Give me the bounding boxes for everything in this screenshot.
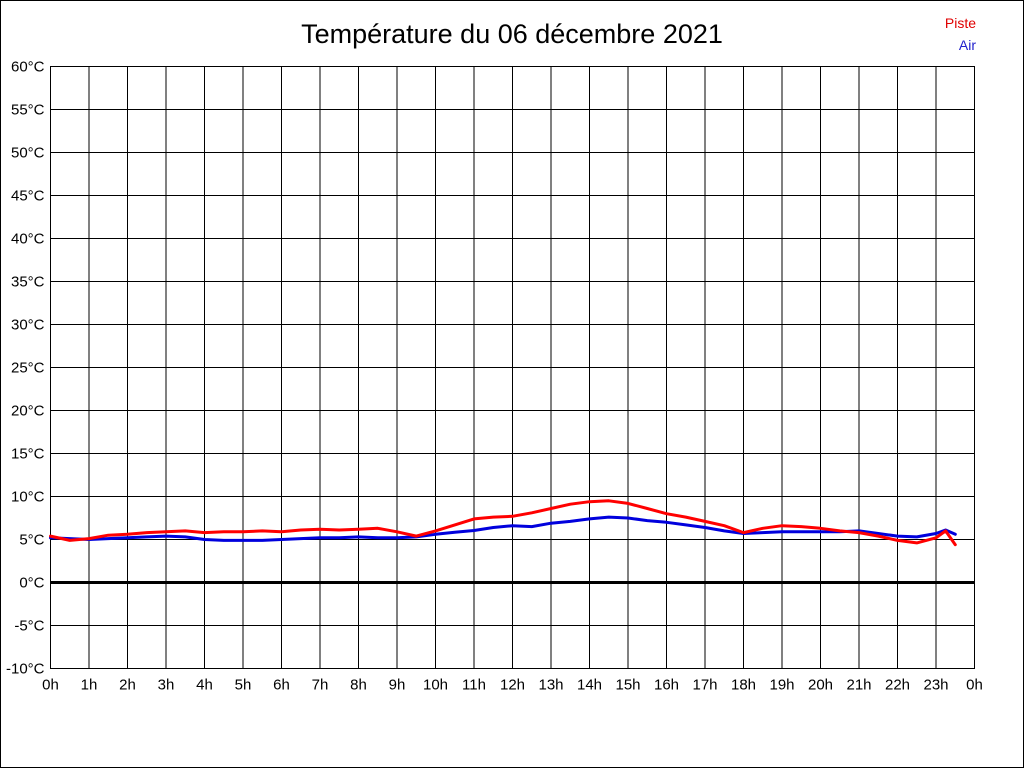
x-tick-label: 20h [808, 677, 833, 694]
y-tick-label: 15°C [11, 446, 45, 463]
x-tick-label: 1h [81, 677, 98, 694]
x-tick-label: 3h [158, 677, 175, 694]
axis-tick-labels: 0h 1h 2h 3h 4h 5h 6h 7h 8h 9h 10h 11h 12h 13h 14h 15h 16… [6, 59, 983, 694]
plot-frame [50, 66, 975, 669]
x-tick-label: 15h [615, 677, 640, 694]
x-tick-label: 4h [196, 677, 213, 694]
x-tick-label: 12h [500, 677, 525, 694]
legend-item-piste: Piste [944, 15, 976, 31]
piste-line [49, 499, 957, 547]
chart-legend: Piste Air [945, 12, 976, 56]
y-tick-label: 60°C [11, 59, 45, 76]
y-tick-label: 40°C [11, 231, 45, 248]
x-tick-label: 6h [273, 677, 290, 694]
x-tick-label: 17h [692, 677, 717, 694]
x-tick-label: 14h [577, 677, 602, 694]
grid-lines [50, 66, 975, 669]
air-line [49, 515, 957, 542]
data-series-lines [49, 499, 957, 547]
x-tick-label: 22h [885, 677, 910, 694]
x-tick-label: 18h [731, 677, 756, 694]
y-tick-label: -10°C [6, 661, 45, 678]
legend-item-air: Air [958, 37, 976, 53]
x-tick-label: 9h [389, 677, 406, 694]
x-tick-label: 5h [235, 677, 252, 694]
y-tick-label: 25°C [11, 360, 45, 377]
y-tick-label: 10°C [11, 489, 45, 506]
y-tick-label: 5°C [19, 532, 44, 549]
x-tick-label: 21h [846, 677, 871, 694]
x-tick-label: 0h [966, 677, 983, 694]
y-tick-label: 20°C [11, 403, 45, 420]
x-tick-label: 2h [119, 677, 136, 694]
x-tick-label: 0h [42, 677, 59, 694]
y-tick-label: 45°C [11, 188, 45, 205]
x-tick-label: 13h [538, 677, 563, 694]
x-tick-label: 11h [462, 677, 486, 694]
y-tick-label: 35°C [11, 274, 45, 291]
x-tick-label: 19h [769, 677, 794, 694]
y-tick-label: -5°C [14, 618, 44, 635]
x-tick-label: 10h [423, 677, 448, 694]
y-tick-label: 30°C [11, 317, 45, 334]
y-tick-label: 50°C [11, 145, 45, 162]
chart-title: Température du 06 décembre 2021 [301, 19, 723, 49]
x-tick-label: 16h [654, 677, 679, 694]
y-tick-label: 55°C [11, 102, 45, 119]
x-tick-label: 23h [923, 677, 948, 694]
x-tick-label: 8h [350, 677, 367, 694]
y-tick-label: 0°C [19, 575, 44, 592]
x-tick-label: 7h [312, 677, 329, 694]
